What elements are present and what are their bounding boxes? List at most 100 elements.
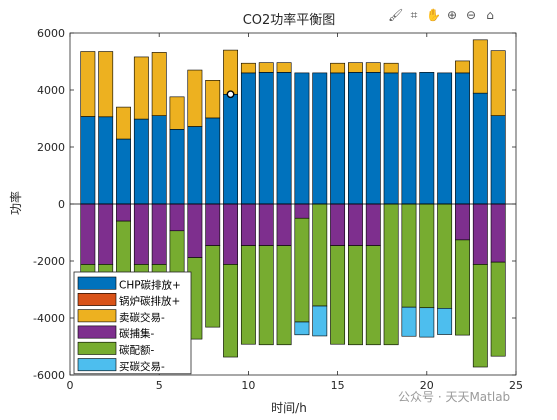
legend-swatch — [77, 358, 117, 372]
bar-segment — [455, 60, 470, 74]
bar-segment — [455, 239, 470, 336]
bar-segment — [205, 80, 221, 119]
bar-segment — [365, 62, 381, 73]
bar-segment — [133, 118, 149, 205]
zoom-in-icon[interactable]: ⊕ — [446, 8, 458, 22]
bar-segment — [98, 203, 114, 265]
bar-segment — [330, 62, 346, 74]
bar-segment — [205, 245, 221, 328]
bar-segment — [348, 245, 363, 346]
bar-segment — [365, 203, 381, 246]
bar-segment — [205, 117, 221, 205]
bar-segment — [80, 203, 96, 265]
chart-title: CO2功率平衡图 — [243, 12, 336, 28]
bar-segment — [419, 203, 435, 309]
bar-segment — [276, 245, 292, 346]
bar-segment — [401, 72, 417, 205]
bar-segment — [401, 203, 417, 308]
legend-swatch — [77, 325, 117, 339]
bar-segment — [455, 203, 470, 241]
legend-label: 买碳交易- — [119, 360, 165, 373]
bar-segment — [294, 321, 310, 336]
bar-segment — [472, 203, 488, 265]
y-tick-label: -2000 — [33, 255, 65, 268]
bar-segment — [151, 52, 167, 116]
bar-segment — [169, 203, 185, 232]
bar-segment — [383, 72, 399, 205]
x-tick-label: 15 — [331, 379, 345, 392]
bar-segment — [116, 138, 131, 205]
home-icon[interactable]: ⌂ — [486, 8, 494, 22]
bar-segment — [187, 69, 203, 127]
bar-segment — [472, 264, 488, 368]
y-tick-label: 6000 — [37, 27, 65, 40]
bar-segment — [401, 306, 417, 337]
bar-segment — [365, 72, 381, 205]
y-tick-label: 2000 — [37, 141, 65, 154]
zoom-out-icon[interactable]: ⊖ — [465, 8, 477, 22]
plot-area: 0 5 10 15 20 25 -6000 -4000 -2000 0 2000 4000 6000 CH… — [33, 27, 523, 392]
bar-segment — [276, 72, 292, 205]
bar-segment — [240, 72, 256, 205]
bar-segment — [437, 308, 453, 335]
bar-segment — [223, 264, 238, 358]
bar-segment — [365, 245, 381, 346]
y-tick-label: 0 — [58, 198, 65, 211]
bar-segment — [187, 126, 203, 205]
brush-icon[interactable]: 🖌 — [388, 8, 404, 22]
x-tick-label: 25 — [509, 379, 523, 392]
bar-segment — [490, 50, 506, 116]
bar-segment — [490, 203, 506, 263]
bar-segment — [223, 93, 238, 205]
bar-segment — [80, 116, 96, 205]
bar-segment — [240, 245, 256, 345]
bar-segment — [223, 203, 238, 265]
legend-label: 碳配额- — [119, 344, 154, 357]
y-tick-label: -4000 — [33, 312, 65, 325]
bar-segment — [276, 203, 292, 246]
bar-segment — [472, 39, 488, 94]
legend-swatch — [77, 309, 117, 323]
bar-segment — [258, 72, 274, 205]
legend-swatch — [77, 341, 117, 355]
legend-label: 碳捕集- — [119, 327, 154, 340]
data-tips-icon[interactable]: ⌗ — [410, 8, 418, 22]
bar-segment — [383, 203, 399, 346]
bar-segment — [169, 129, 185, 205]
x-axis-label: 时间/h — [271, 401, 307, 415]
bar-segment — [294, 217, 310, 323]
bar-segment — [330, 245, 346, 345]
bar-segment — [169, 96, 185, 130]
bar-segment — [205, 203, 221, 246]
x-tick-label: 20 — [420, 379, 434, 392]
x-tick-label: 0 — [67, 379, 74, 392]
bar-segment — [240, 203, 256, 246]
x-tick-label: 5 — [156, 379, 163, 392]
bar-segment — [133, 56, 149, 120]
bar-segment — [348, 72, 363, 205]
y-tick-label: -6000 — [33, 369, 65, 382]
y-tick-label: 4000 — [37, 84, 65, 97]
bar-segment — [419, 307, 435, 338]
bar-segment — [294, 72, 310, 205]
legend-label: CHP碳排放+ — [119, 278, 181, 291]
y-axis-label: 功率 — [8, 191, 23, 215]
figure-toolbar: 🖌 ⌗ ✋ ⊕ ⊖ ⌂ — [388, 8, 497, 22]
pan-icon[interactable]: ✋ — [426, 8, 441, 22]
x-tick-label: 10 — [241, 379, 255, 392]
bar-segment — [258, 203, 274, 246]
bar-segment — [240, 62, 256, 74]
bar-segment — [348, 203, 363, 246]
bar-segment — [490, 115, 506, 205]
bar-segment — [330, 203, 346, 246]
bar-segment — [312, 203, 328, 307]
legend-label: 卖碳交易- — [119, 311, 165, 324]
bar-segment — [151, 115, 167, 205]
bar-segment — [437, 203, 453, 309]
bar-segment — [98, 51, 114, 118]
bar-segment — [116, 203, 131, 222]
bar-segment — [258, 62, 274, 73]
bar-segment — [80, 51, 96, 117]
bar-segment — [98, 116, 114, 205]
